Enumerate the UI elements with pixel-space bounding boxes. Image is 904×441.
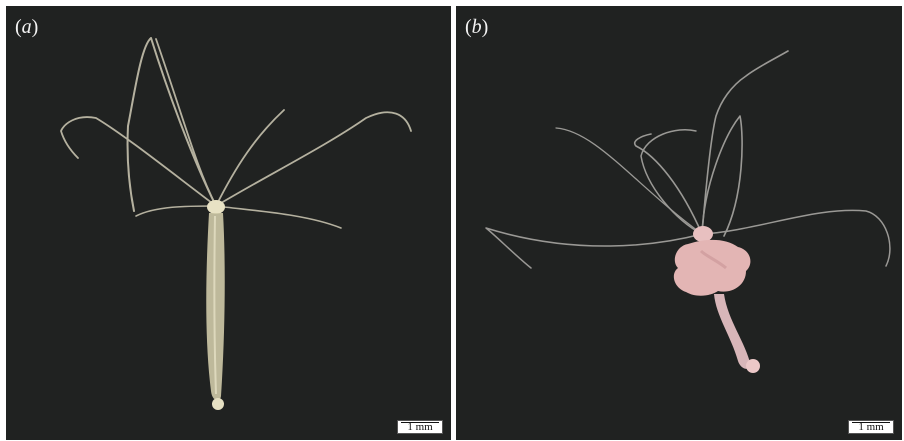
label-open: ( bbox=[465, 16, 472, 38]
label-letter: a bbox=[21, 16, 32, 38]
label-open: ( bbox=[15, 16, 22, 38]
label-letter: b bbox=[471, 16, 482, 38]
scale-bar-b: 1 mm bbox=[848, 420, 894, 434]
panel-b: (b) 1 mm bbox=[456, 6, 902, 440]
scale-bar-a: 1 mm bbox=[397, 420, 443, 434]
panel-label-b: (b) bbox=[465, 16, 488, 39]
panel-label-a: (a) bbox=[15, 16, 38, 39]
hydra-specimen-b bbox=[485, 50, 891, 373]
panel-a: (a) 1 mm bbox=[6, 6, 451, 440]
label-close: ) bbox=[481, 16, 489, 38]
hydra-specimen-a bbox=[60, 37, 412, 410]
label-close: ) bbox=[31, 16, 39, 38]
